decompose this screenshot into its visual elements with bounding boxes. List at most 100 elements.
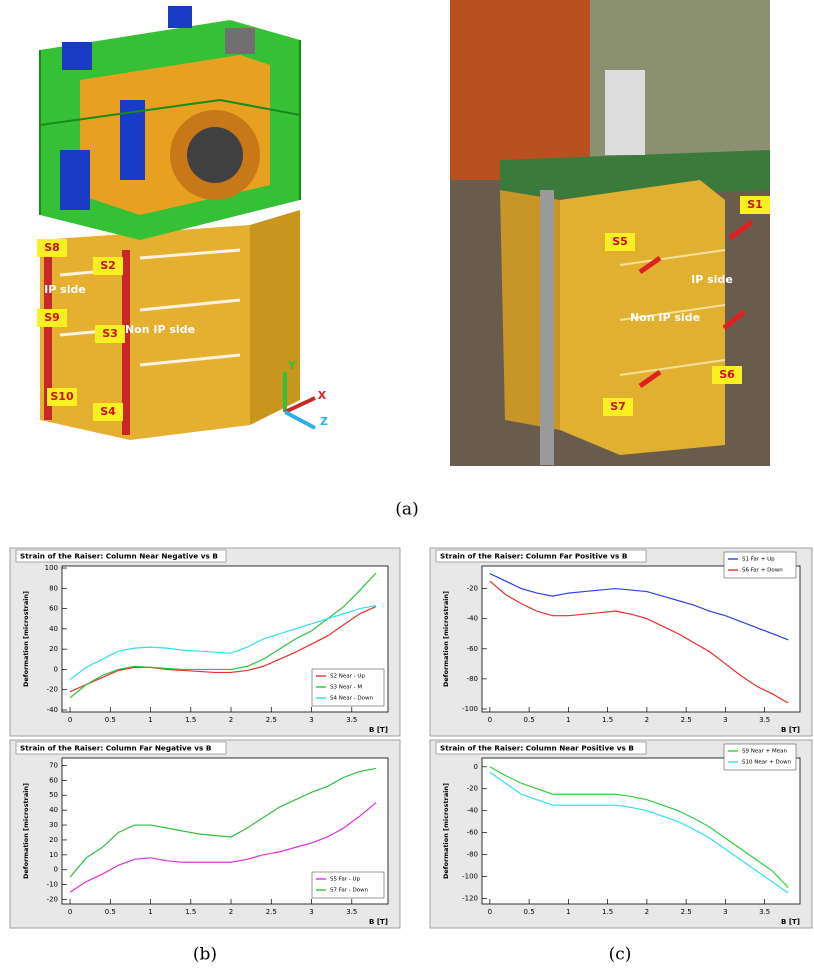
y-axis-label: Deformation [microstrain] [22,591,30,687]
y-tick-label: 50 [49,791,58,799]
y-tick-label: -80 [467,851,478,859]
x-tick-label: 3.5 [346,716,357,724]
label: X [318,389,327,402]
y-tick-label: -100 [462,873,478,881]
label: S7 [610,400,626,413]
y-tick-label: 40 [49,625,58,633]
y-tick-label: 20 [49,836,58,844]
x-tick-label: 0.5 [524,908,535,916]
label: S5 [612,235,628,248]
y-tick-label: -100 [462,705,478,713]
y-tick-label: 0 [474,763,478,771]
y-tick-label: -60 [467,645,478,653]
x-tick-label: 0.5 [524,716,535,724]
y-tick-label: 60 [49,605,58,613]
x-tick-label: 2 [229,716,233,724]
x-tick-label: 0 [68,716,72,724]
x-axis-label: B [T] [781,726,800,734]
legend-label: S7 Far - Down [330,888,369,894]
x-axis-label: B [T] [369,918,388,926]
x-tick-label: 1 [148,908,152,916]
y-tick-label: 40 [49,806,58,814]
x-tick-label: 1.5 [602,716,613,724]
y-tick-label: -20 [467,785,478,793]
label: S1 [747,198,763,211]
y-tick-label: 0 [54,665,58,673]
x-tick-label: 2.5 [681,908,692,916]
label: S9 [44,311,60,324]
legend-label: S5 Far - Up [330,877,361,883]
label: Non IP side [630,311,700,324]
chart-title: Strain of the Raiser: Column Near Positi… [440,744,634,753]
y-axis-label: Deformation [microstrain] [22,783,30,879]
y-tick-label: 80 [49,584,58,592]
x-axis-label: B [T] [781,918,800,926]
y-tick-label: 70 [49,761,58,769]
x-tick-label: 1 [148,716,152,724]
y-tick-label: -20 [467,585,478,593]
x-tick-label: 1.5 [185,716,196,724]
y-tick-label: -120 [462,895,478,903]
y-tick-label: -40 [467,807,478,815]
x-tick-label: 3 [309,716,313,724]
x-tick-label: 3 [309,908,313,916]
label: S2 [100,259,116,272]
x-tick-label: 2.5 [266,716,277,724]
x-tick-label: 2.5 [266,908,277,916]
y-tick-label: 20 [49,645,58,653]
x-tick-label: 0.5 [105,908,116,916]
y-axis-label: Deformation [microstrain] [442,591,450,687]
x-tick-label: 2.5 [681,716,692,724]
x-tick-label: 3 [723,716,727,724]
caption: (c) [609,945,632,965]
label: S10 [50,390,74,403]
x-tick-label: 3.5 [759,908,770,916]
x-tick-label: 2 [229,908,233,916]
legend-label: S6 Far + Down [742,568,783,574]
y-axis-label: Deformation [microstrain] [442,783,450,879]
legend-label: S10 Near + Down [742,760,792,766]
y-tick-label: -60 [467,829,478,837]
y-tick-label: -20 [47,686,58,694]
legend-label: S3 Near - M [330,685,362,691]
label: Y [287,359,297,372]
label: IP side [691,273,733,286]
y-tick-label: -40 [47,706,58,714]
x-tick-label: 2 [645,908,649,916]
x-tick-label: 0 [488,716,492,724]
y-tick-label: 0 [54,866,58,874]
x-tick-label: 1.5 [185,908,196,916]
caption: (a) [395,500,418,520]
y-tick-label: -20 [47,896,58,904]
y-tick-label: 10 [49,851,58,859]
y-tick-label: -80 [467,675,478,683]
label: S8 [44,241,60,254]
chart-title: Strain of the Raiser: Column Far Positiv… [440,552,628,561]
x-tick-label: 2 [645,716,649,724]
x-tick-label: 0.5 [105,716,116,724]
caption: (b) [193,945,217,965]
x-tick-label: 3 [723,908,727,916]
figure: S8 S2 IP side S9 S3 Non IP side S10 S4 Y XZ S1 S5 IP… [0,0,814,971]
label: Non IP side [125,323,195,336]
label: S6 [719,368,735,381]
x-tick-label: 3.5 [759,716,770,724]
y-tick-label: 100 [45,564,58,572]
chart-title: Strain of the Raiser: Column Near Negati… [20,552,218,561]
label: IP side [44,283,86,296]
x-tick-label: 1 [566,908,570,916]
label: S4 [100,405,116,418]
chart-title: Strain of the Raiser: Column Far Negativ… [20,744,212,753]
x-tick-label: 0 [488,908,492,916]
y-tick-label: 30 [49,821,58,829]
cad-drawing [40,6,315,440]
legend-label: S4 Near - Down [330,696,373,702]
label: Z [320,415,328,428]
legend-label: S9 Near + Mean [742,749,787,755]
plot-area [482,566,800,712]
y-tick-label: -10 [47,881,58,889]
legend-label: S1 Far + Up [742,557,775,563]
x-tick-label: 1 [566,716,570,724]
label: S3 [102,327,118,340]
x-tick-label: 0 [68,908,72,916]
